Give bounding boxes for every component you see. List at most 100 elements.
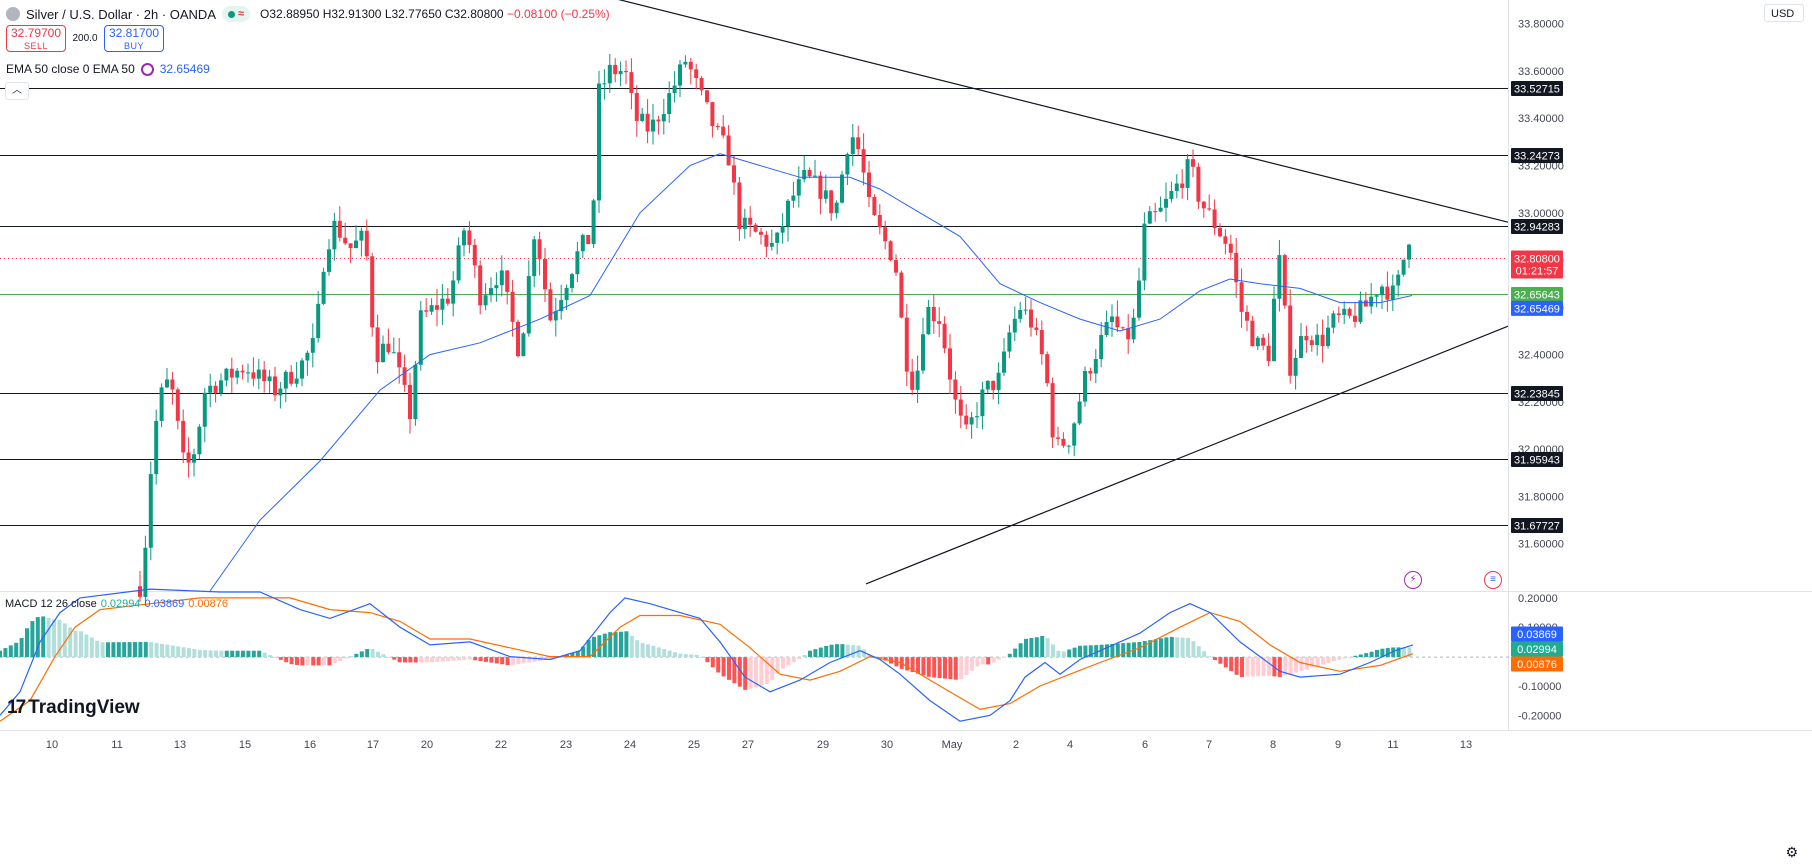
candle-body[interactable] bbox=[769, 242, 774, 247]
candle-body[interactable] bbox=[1110, 316, 1114, 322]
collapse-legend-button[interactable]: ︿ bbox=[5, 82, 29, 100]
candle-body[interactable] bbox=[467, 230, 472, 245]
candle-body[interactable] bbox=[564, 287, 569, 301]
candle-body[interactable] bbox=[926, 306, 931, 335]
candle-body[interactable] bbox=[1164, 198, 1168, 208]
candle-body[interactable] bbox=[494, 285, 499, 289]
candle-body[interactable] bbox=[688, 61, 693, 70]
candle-body[interactable] bbox=[1407, 244, 1411, 260]
candle-body[interactable] bbox=[1169, 190, 1174, 199]
candle-body[interactable] bbox=[672, 85, 677, 94]
candle-body[interactable] bbox=[953, 379, 958, 400]
candle-body[interactable] bbox=[1282, 255, 1287, 306]
candle-body[interactable] bbox=[559, 300, 564, 312]
candle-body[interactable] bbox=[543, 259, 547, 290]
candle-body[interactable] bbox=[975, 416, 979, 418]
candle-body[interactable] bbox=[1104, 321, 1109, 336]
candle-body[interactable] bbox=[1083, 371, 1087, 402]
candle-body[interactable] bbox=[1331, 313, 1336, 328]
candle-body[interactable] bbox=[1385, 286, 1390, 300]
candle-body[interactable] bbox=[456, 245, 461, 281]
trendline[interactable] bbox=[865, 325, 1509, 585]
candle-body[interactable] bbox=[899, 272, 904, 318]
candle-body[interactable] bbox=[337, 220, 342, 238]
market-status-badge[interactable]: ≈ bbox=[222, 6, 251, 22]
candle-body[interactable] bbox=[607, 64, 612, 84]
candle-body[interactable] bbox=[1380, 286, 1384, 296]
candle-body[interactable] bbox=[991, 380, 996, 391]
candle-body[interactable] bbox=[219, 380, 223, 394]
candle-body[interactable] bbox=[694, 69, 699, 79]
candle-body[interactable] bbox=[775, 232, 780, 243]
candle-body[interactable] bbox=[1180, 183, 1185, 188]
candle-body[interactable] bbox=[462, 230, 466, 246]
buy-button[interactable]: 32.81700 BUY bbox=[104, 25, 164, 52]
candle-body[interactable] bbox=[634, 92, 639, 121]
candle-body[interactable] bbox=[872, 197, 877, 215]
candle-body[interactable] bbox=[402, 367, 407, 385]
candle-body[interactable] bbox=[1363, 300, 1368, 307]
candle-body[interactable] bbox=[1185, 159, 1190, 188]
candle-body[interactable] bbox=[354, 240, 358, 248]
candle-body[interactable] bbox=[289, 371, 294, 384]
candle-body[interactable] bbox=[208, 385, 213, 393]
candle-body[interactable] bbox=[397, 352, 402, 368]
candle-body[interactable] bbox=[1272, 298, 1276, 362]
candle-body[interactable] bbox=[651, 119, 655, 132]
gear-icon[interactable]: ⚙ bbox=[1785, 844, 1798, 860]
candle-body[interactable] bbox=[1093, 359, 1098, 374]
candle-body[interactable] bbox=[262, 369, 267, 382]
candle-body[interactable] bbox=[948, 348, 952, 380]
candle-body[interactable] bbox=[424, 310, 429, 312]
candle-body[interactable] bbox=[343, 237, 348, 244]
candle-body[interactable] bbox=[472, 244, 477, 266]
candle-body[interactable] bbox=[1228, 243, 1233, 253]
candle-body[interactable] bbox=[856, 137, 861, 150]
candle-body[interactable] bbox=[1147, 211, 1152, 224]
candle-body[interactable] bbox=[175, 389, 180, 421]
candle-body[interactable] bbox=[591, 200, 596, 245]
candle-body[interactable] bbox=[1077, 401, 1082, 424]
candle-body[interactable] bbox=[229, 368, 234, 378]
candle-body[interactable] bbox=[883, 227, 888, 242]
candle-body[interactable] bbox=[877, 214, 882, 228]
candle-body[interactable] bbox=[1034, 327, 1039, 330]
macd-line[interactable] bbox=[0, 588, 1414, 722]
candle-body[interactable] bbox=[386, 343, 391, 353]
candle-body[interactable] bbox=[418, 310, 423, 365]
candle-body[interactable] bbox=[705, 90, 709, 103]
candle-body[interactable] bbox=[597, 83, 601, 201]
candle-body[interactable] bbox=[1158, 207, 1163, 212]
candle-body[interactable] bbox=[958, 399, 963, 416]
candle-body[interactable] bbox=[1056, 437, 1060, 439]
ema-legend[interactable]: EMA 50 close 0 EMA 50 32.65469 bbox=[6, 62, 210, 76]
candle-body[interactable] bbox=[1326, 327, 1330, 346]
candle-body[interactable] bbox=[1353, 315, 1357, 322]
candle-body[interactable] bbox=[240, 370, 245, 373]
candle-body[interactable] bbox=[1088, 371, 1093, 374]
candle-body[interactable] bbox=[807, 169, 812, 177]
candle-body[interactable] bbox=[408, 384, 412, 420]
candle-body[interactable] bbox=[624, 71, 628, 73]
candle-body[interactable] bbox=[1299, 335, 1303, 358]
candle-body[interactable] bbox=[823, 190, 828, 199]
candle-body[interactable] bbox=[532, 239, 537, 277]
candle-body[interactable] bbox=[1342, 308, 1347, 315]
candle-body[interactable] bbox=[894, 260, 898, 273]
candle-body[interactable] bbox=[764, 234, 769, 247]
candle-body[interactable] bbox=[548, 289, 553, 321]
candle-body[interactable] bbox=[699, 78, 704, 91]
candle-body[interactable] bbox=[316, 303, 321, 339]
candle-body[interactable] bbox=[251, 372, 256, 379]
candle-body[interactable] bbox=[888, 241, 893, 261]
candle-body[interactable] bbox=[235, 370, 240, 378]
candle-body[interactable] bbox=[1250, 320, 1255, 347]
candle-body[interactable] bbox=[294, 378, 299, 384]
macd-signal-line[interactable] bbox=[0, 597, 1414, 722]
candle-body[interactable] bbox=[451, 280, 456, 304]
candle-body[interactable] bbox=[1315, 334, 1320, 346]
candle-body[interactable] bbox=[1191, 159, 1195, 167]
candle-body[interactable] bbox=[278, 388, 283, 396]
candle-body[interactable] bbox=[429, 305, 434, 312]
candle-body[interactable] bbox=[840, 174, 844, 203]
